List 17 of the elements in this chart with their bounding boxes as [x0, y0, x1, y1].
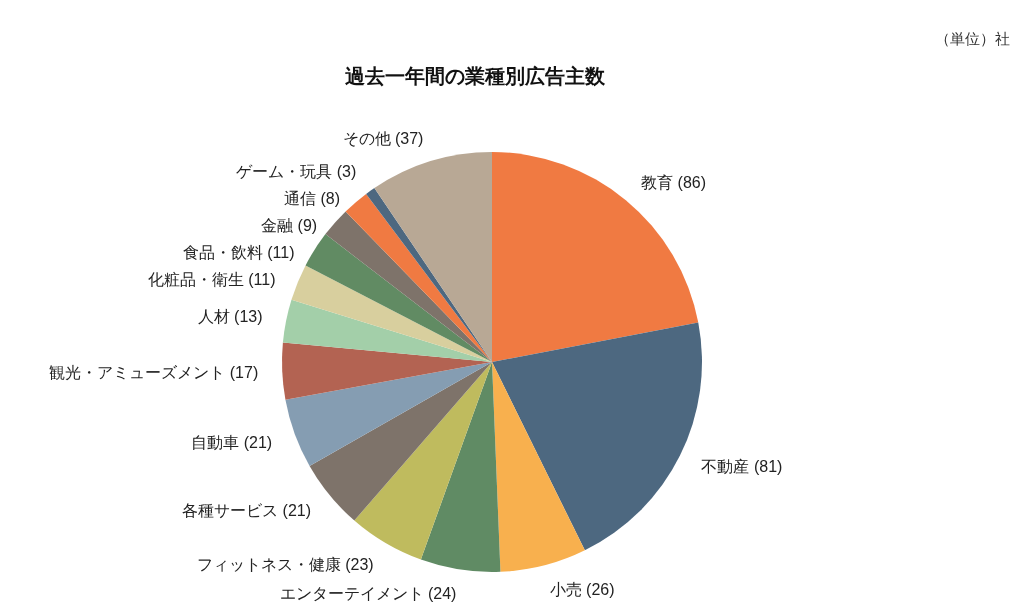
label: その他 (37) [342, 130, 424, 148]
label: 化粧品・衛生 (11) [147, 271, 276, 289]
label: 食品・飲料 (11) [182, 244, 295, 262]
label: フィットネス・健康 (23) [196, 555, 374, 573]
label: 人材 (13) [197, 308, 263, 326]
title: 過去一年間の業種別広告主数 [345, 65, 605, 87]
annotation: （単位）社 [935, 30, 1010, 47]
label: 各種サービス (21) [182, 502, 312, 520]
label: 教育 (86) [641, 173, 707, 191]
label: エンターテイメント (24) [279, 585, 457, 603]
label: 観光・アミューズメント (17) [49, 364, 259, 382]
label: 小売 (26) [549, 580, 615, 598]
label: 自動車 (21) [191, 434, 273, 452]
label: 不動産 (81) [701, 458, 783, 476]
label: 通信 (8) [284, 190, 340, 208]
label: ゲーム・玩具 (3) [236, 163, 357, 181]
label: 金融 (9) [261, 217, 318, 235]
